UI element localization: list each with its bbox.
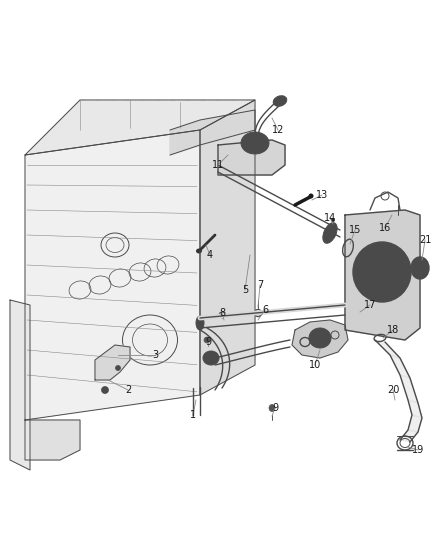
Polygon shape — [400, 430, 418, 442]
Ellipse shape — [241, 132, 269, 154]
Text: 15: 15 — [349, 225, 361, 235]
Polygon shape — [345, 210, 420, 340]
Ellipse shape — [203, 351, 219, 365]
Ellipse shape — [204, 337, 210, 343]
Polygon shape — [408, 415, 422, 432]
Polygon shape — [170, 110, 255, 155]
Polygon shape — [25, 100, 255, 155]
Text: 9: 9 — [272, 403, 278, 413]
Ellipse shape — [309, 328, 331, 348]
Ellipse shape — [196, 248, 202, 254]
Text: 4: 4 — [207, 250, 213, 260]
Ellipse shape — [196, 316, 204, 330]
Text: 7: 7 — [257, 280, 263, 290]
Text: 3: 3 — [152, 350, 158, 360]
Polygon shape — [292, 320, 348, 358]
Ellipse shape — [308, 193, 314, 198]
Text: 12: 12 — [272, 125, 284, 135]
Polygon shape — [218, 140, 285, 175]
Text: 11: 11 — [212, 160, 224, 170]
Ellipse shape — [323, 223, 337, 243]
Text: 17: 17 — [364, 300, 376, 310]
Ellipse shape — [102, 386, 109, 393]
Text: 1: 1 — [190, 410, 196, 420]
Text: 9: 9 — [205, 337, 211, 347]
Text: 13: 13 — [316, 190, 328, 200]
Polygon shape — [375, 340, 400, 358]
Text: 8: 8 — [219, 308, 225, 318]
Text: 18: 18 — [387, 325, 399, 335]
Ellipse shape — [273, 96, 287, 106]
Ellipse shape — [353, 242, 411, 302]
Polygon shape — [408, 400, 422, 418]
Ellipse shape — [331, 218, 335, 222]
Polygon shape — [25, 420, 80, 460]
Text: 14: 14 — [324, 213, 336, 223]
Text: 2: 2 — [125, 385, 131, 395]
Ellipse shape — [116, 366, 120, 370]
Polygon shape — [390, 355, 410, 378]
Text: 20: 20 — [387, 385, 399, 395]
Text: 6: 6 — [262, 305, 268, 315]
Polygon shape — [25, 130, 200, 420]
Polygon shape — [200, 100, 255, 395]
Text: 5: 5 — [242, 285, 248, 295]
Ellipse shape — [376, 266, 388, 278]
Text: 16: 16 — [379, 223, 391, 233]
Text: 10: 10 — [309, 360, 321, 370]
Polygon shape — [95, 345, 130, 380]
Ellipse shape — [269, 405, 275, 411]
Ellipse shape — [411, 257, 429, 279]
Polygon shape — [10, 300, 30, 470]
Text: 19: 19 — [412, 445, 424, 455]
Text: 21: 21 — [419, 235, 431, 245]
Polygon shape — [400, 375, 418, 403]
